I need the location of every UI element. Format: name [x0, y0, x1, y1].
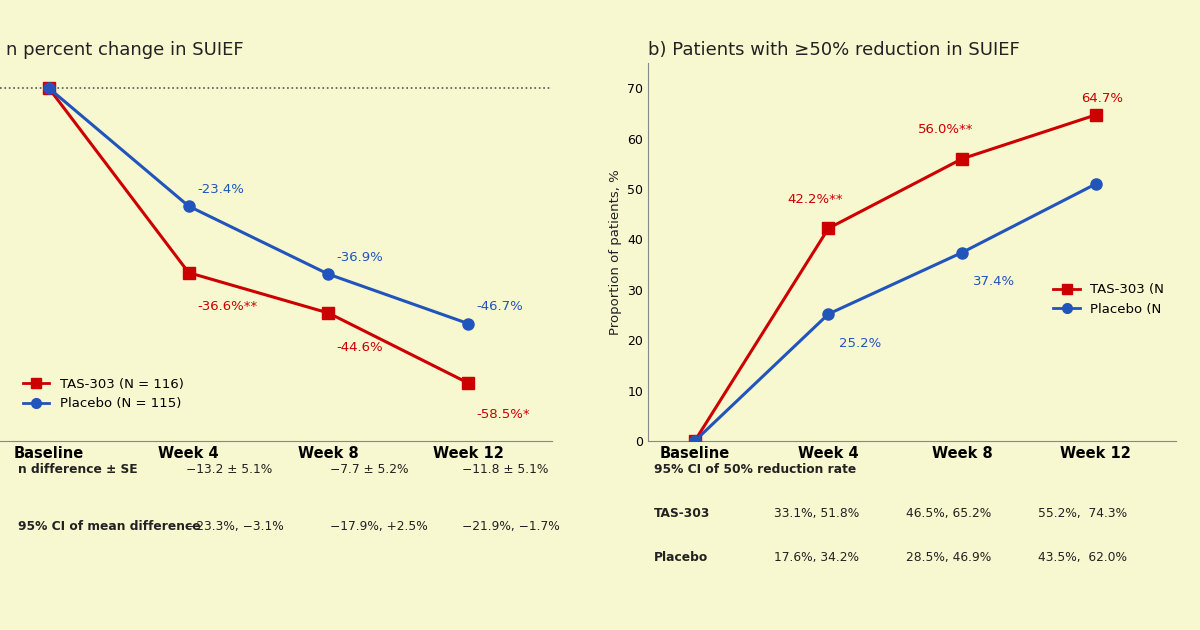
- Text: -36.9%: -36.9%: [337, 251, 384, 264]
- Text: 33.1%, 51.8%: 33.1%, 51.8%: [774, 507, 859, 520]
- Legend: TAS-303 (N, Placebo (N: TAS-303 (N, Placebo (N: [1048, 278, 1170, 321]
- Text: Placebo: Placebo: [654, 551, 708, 564]
- Text: −11.8 ± 5.1%: −11.8 ± 5.1%: [462, 463, 548, 476]
- Text: 17.6%, 34.2%: 17.6%, 34.2%: [774, 551, 859, 564]
- Text: 42.2%**: 42.2%**: [787, 193, 842, 205]
- Text: n percent change in SUIEF: n percent change in SUIEF: [6, 41, 244, 59]
- Text: 43.5%,  62.0%: 43.5%, 62.0%: [1038, 551, 1127, 564]
- Text: 64.7%: 64.7%: [1081, 92, 1123, 105]
- Text: b) Patients with ≥50% reduction in SUIEF: b) Patients with ≥50% reduction in SUIEF: [648, 41, 1020, 59]
- Text: TAS-303: TAS-303: [654, 507, 710, 520]
- Text: 55.2%,  74.3%: 55.2%, 74.3%: [1038, 507, 1127, 520]
- Text: 37.4%: 37.4%: [973, 275, 1015, 288]
- Text: -36.6%**: -36.6%**: [197, 301, 257, 313]
- Text: -58.5%*: -58.5%*: [476, 408, 530, 421]
- Text: 95% CI of mean difference: 95% CI of mean difference: [18, 520, 200, 533]
- Text: 25.2%: 25.2%: [839, 336, 881, 350]
- Text: -23.4%: -23.4%: [197, 183, 244, 196]
- Text: 46.5%, 65.2%: 46.5%, 65.2%: [906, 507, 991, 520]
- Text: −21.9%, −1.7%: −21.9%, −1.7%: [462, 520, 559, 533]
- Text: −23.3%, −3.1%: −23.3%, −3.1%: [186, 520, 283, 533]
- Text: 56.0%**: 56.0%**: [918, 123, 974, 136]
- Text: 95% CI of 50% reduction rate: 95% CI of 50% reduction rate: [654, 463, 857, 476]
- Text: -44.6%: -44.6%: [337, 341, 384, 353]
- Legend: TAS-303 (N = 116), Placebo (N = 115): TAS-303 (N = 116), Placebo (N = 115): [18, 372, 190, 416]
- Text: −7.7 ± 5.2%: −7.7 ± 5.2%: [330, 463, 408, 476]
- Y-axis label: Proportion of patients, %: Proportion of patients, %: [608, 169, 622, 335]
- Text: n difference ± SE: n difference ± SE: [18, 463, 138, 476]
- Text: -46.7%: -46.7%: [476, 301, 523, 314]
- Text: −13.2 ± 5.1%: −13.2 ± 5.1%: [186, 463, 272, 476]
- Text: 28.5%, 46.9%: 28.5%, 46.9%: [906, 551, 991, 564]
- Text: −17.9%, +2.5%: −17.9%, +2.5%: [330, 520, 427, 533]
